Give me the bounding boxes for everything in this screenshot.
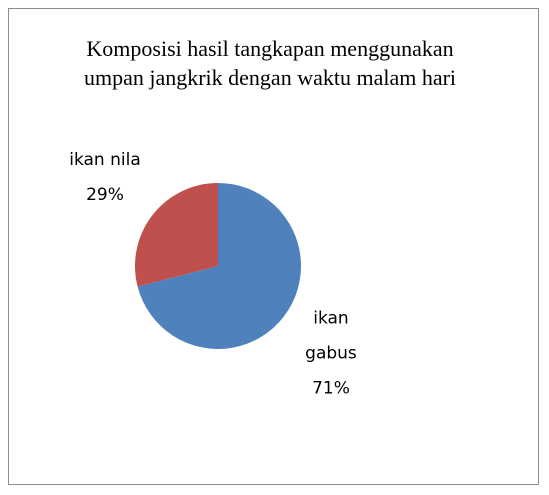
label-value: 71% — [312, 378, 350, 399]
chart-title: Komposisi hasil tangkapan menggunakan um… — [83, 36, 457, 90]
chart-border — [8, 8, 539, 485]
pie-slice — [137, 183, 302, 349]
pie-slice — [135, 183, 218, 287]
label-category: ikan gabus — [305, 308, 357, 364]
label-value: 29% — [86, 185, 124, 206]
data-label: ikan nila 29% — [50, 143, 160, 213]
label-category: ikan nila — [69, 150, 141, 171]
data-label: ikan gabus 71% — [296, 301, 366, 406]
